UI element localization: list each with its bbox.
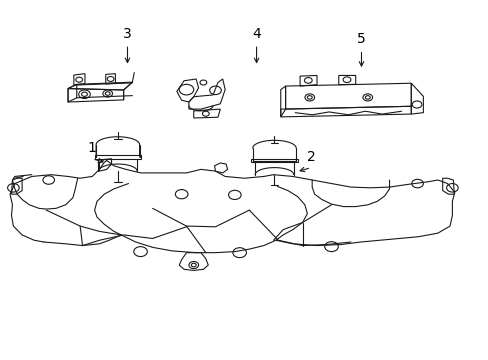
Text: 3: 3: [123, 27, 132, 41]
Text: 5: 5: [356, 32, 365, 46]
Text: 1: 1: [88, 141, 97, 155]
Text: 4: 4: [252, 27, 261, 41]
Text: 2: 2: [306, 150, 315, 164]
